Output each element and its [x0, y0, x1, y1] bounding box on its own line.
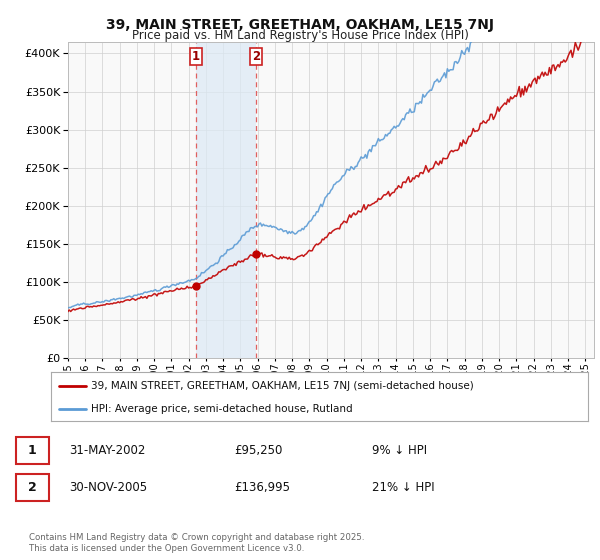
Text: 1: 1: [192, 50, 200, 63]
Bar: [196, 42, 256, 358]
Text: 30-NOV-2005: 30-NOV-2005: [69, 480, 147, 494]
Text: £95,250: £95,250: [234, 444, 283, 458]
Text: HPI: Average price, semi-detached house, Rutland: HPI: Average price, semi-detached house,…: [91, 404, 353, 414]
Text: 31-MAY-2002: 31-MAY-2002: [69, 444, 145, 458]
Text: Price paid vs. HM Land Registry's House Price Index (HPI): Price paid vs. HM Land Registry's House …: [131, 29, 469, 42]
Text: 39, MAIN STREET, GREETHAM, OAKHAM, LE15 7NJ (semi-detached house): 39, MAIN STREET, GREETHAM, OAKHAM, LE15 …: [91, 381, 474, 391]
Text: 1: 1: [28, 444, 37, 458]
Text: Contains HM Land Registry data © Crown copyright and database right 2025.
This d: Contains HM Land Registry data © Crown c…: [29, 533, 364, 553]
Text: 39, MAIN STREET, GREETHAM, OAKHAM, LE15 7NJ: 39, MAIN STREET, GREETHAM, OAKHAM, LE15 …: [106, 18, 494, 32]
Text: 2: 2: [252, 50, 260, 63]
Text: £136,995: £136,995: [234, 480, 290, 494]
Text: 2: 2: [28, 480, 37, 494]
Text: 9% ↓ HPI: 9% ↓ HPI: [372, 444, 427, 458]
Text: 21% ↓ HPI: 21% ↓ HPI: [372, 480, 434, 494]
